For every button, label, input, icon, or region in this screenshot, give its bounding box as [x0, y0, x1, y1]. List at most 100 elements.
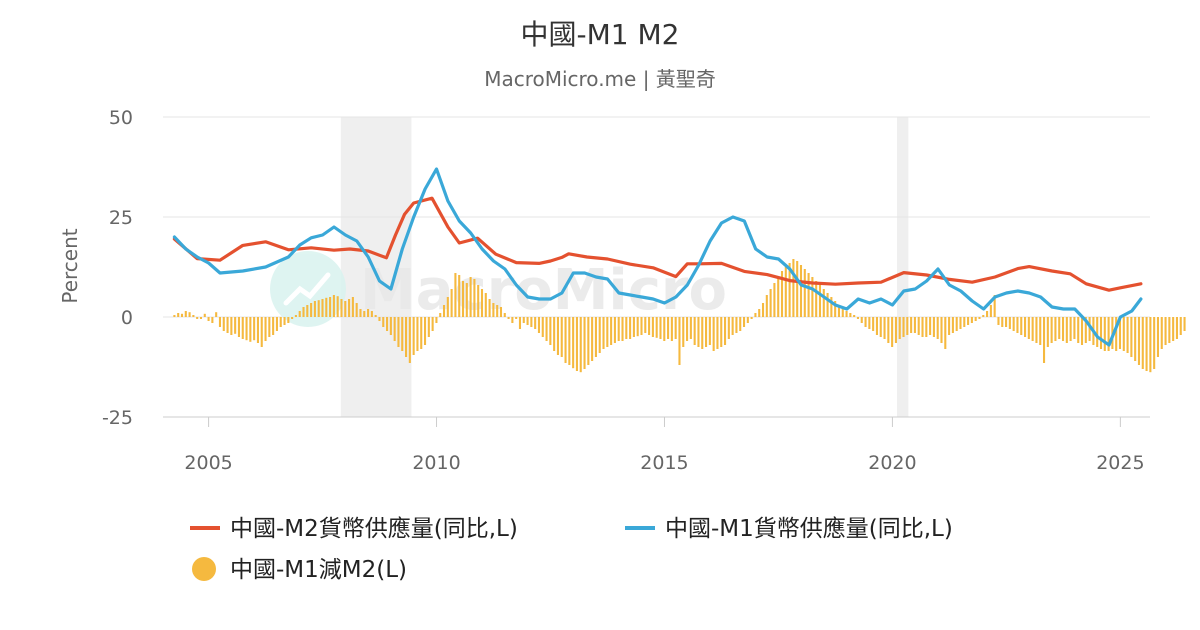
diff-bar	[636, 317, 639, 337]
diff-bar	[811, 277, 814, 317]
diff-bar	[439, 313, 442, 317]
diff-bar	[1126, 317, 1129, 353]
diff-bar	[1099, 317, 1103, 349]
diff-bar	[1115, 317, 1118, 351]
diff-bar	[1001, 317, 1004, 327]
diff-bar	[203, 313, 206, 317]
diff-bar	[648, 317, 651, 335]
diff-bar	[537, 317, 541, 333]
diff-bar	[344, 301, 347, 317]
diff-bar	[712, 317, 715, 351]
diff-bar	[784, 267, 787, 317]
diff-bar	[864, 317, 867, 327]
diff-bar	[686, 317, 689, 341]
diff-bar	[245, 317, 248, 341]
diff-bar	[651, 317, 654, 337]
diff-bar	[378, 317, 381, 321]
diff-bar	[655, 317, 658, 338]
diff-bar	[473, 279, 476, 317]
diff-bar	[1020, 317, 1023, 335]
diff-bar	[929, 317, 932, 335]
x-tick-label: 2025	[1096, 452, 1144, 474]
diff-bar	[853, 315, 856, 317]
diff-bar	[484, 293, 487, 317]
diff-bar	[1084, 317, 1087, 343]
diff-bar	[921, 317, 924, 337]
diff-bar	[367, 309, 370, 317]
diff-bar	[1145, 317, 1148, 371]
diff-bar	[1046, 317, 1049, 347]
diff-bar	[1107, 317, 1110, 351]
diff-bar	[982, 315, 985, 317]
diff-bar	[321, 299, 324, 317]
chart-subtitle: MacroMicro.me | 黃聖奇	[484, 67, 716, 91]
y-tick-label: 0	[121, 307, 133, 329]
diff-bar	[765, 295, 768, 317]
diff-bar	[442, 305, 446, 317]
diff-bar	[822, 289, 825, 317]
diff-bar	[386, 317, 389, 331]
diff-bar	[986, 311, 989, 317]
diff-bar	[674, 317, 677, 339]
diff-bar	[777, 277, 780, 317]
diff-bar	[496, 305, 499, 317]
diff-bar	[837, 305, 841, 317]
diff-bar	[1012, 317, 1015, 331]
diff-bar	[355, 303, 358, 317]
diff-bar	[799, 265, 803, 317]
diff-bar	[1077, 317, 1080, 343]
diff-bar	[910, 317, 913, 333]
legend-diff-swatch	[192, 557, 216, 581]
diff-bar	[256, 317, 259, 343]
diff-bar	[1096, 317, 1099, 347]
diff-bar	[583, 317, 586, 369]
diff-bar	[180, 313, 184, 317]
diff-bar	[727, 317, 730, 339]
diff-bar	[503, 313, 506, 317]
diff-bar	[283, 317, 286, 325]
diff-bar	[617, 317, 620, 341]
diff-bar	[1027, 317, 1030, 339]
diff-bar	[465, 283, 468, 317]
legend-item-m2[interactable]: 中國-M2貨幣供應量(同比,L)	[190, 516, 518, 542]
diff-bar	[967, 317, 970, 325]
diff-bar	[894, 317, 897, 343]
diff-bar	[556, 317, 559, 355]
diff-bar	[416, 317, 419, 351]
m1-line	[172, 167, 1143, 347]
diff-bar	[215, 312, 218, 317]
diff-bar	[959, 317, 962, 329]
diff-bar	[560, 317, 563, 357]
diff-bar	[629, 317, 632, 339]
diff-bar	[226, 317, 229, 333]
diff-bar	[997, 317, 1000, 325]
diff-bar	[708, 317, 711, 345]
diff-bar	[188, 312, 191, 317]
diff-bar	[450, 289, 453, 317]
diff-bar	[260, 317, 263, 347]
diff-bar	[944, 317, 947, 349]
diff-bar	[670, 317, 673, 341]
diff-bar	[936, 317, 939, 339]
diff-bar	[545, 317, 548, 341]
diff-bar	[241, 317, 244, 339]
diff-bar	[405, 317, 408, 357]
diff-bar	[856, 317, 860, 319]
legend-item-m1[interactable]: 中國-M1貨幣供應量(同比,L)	[625, 516, 953, 542]
diff-bar	[970, 317, 973, 323]
diff-bar	[1179, 317, 1182, 335]
legend-m2-label: 中國-M2貨幣供應量(同比,L)	[230, 516, 518, 542]
recession-shading	[340, 117, 909, 417]
diff-bar	[723, 317, 727, 345]
diff-bar	[1164, 317, 1167, 345]
diff-bar	[705, 317, 708, 347]
diff-bar	[948, 317, 951, 335]
diff-bar	[773, 283, 776, 317]
legend-item-diff[interactable]: 中國-M1減M2(L)	[192, 557, 407, 583]
diff-bar	[499, 307, 503, 317]
diff-bar	[875, 317, 878, 335]
diff-bar	[302, 307, 305, 317]
shade-period-1	[896, 117, 909, 417]
watermark: MacroMicro	[270, 251, 727, 327]
diff-bar	[667, 317, 670, 339]
